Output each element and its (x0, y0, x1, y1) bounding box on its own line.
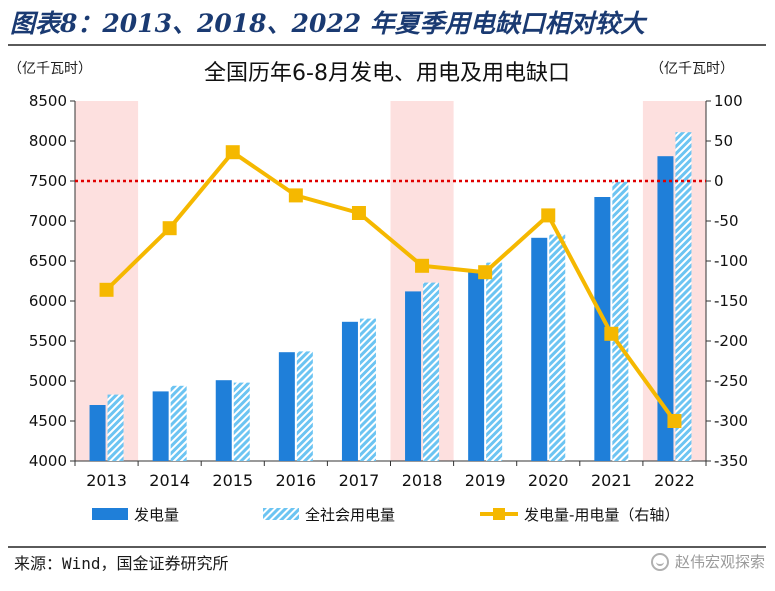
left-tick-label: 5000 (29, 372, 67, 390)
bar-consumption-2016 (296, 351, 313, 461)
x-tick-label: 2020 (528, 471, 569, 490)
right-tick-label: -300 (714, 412, 748, 430)
left-tick-label: 4500 (29, 412, 67, 430)
bar-generation-2016 (278, 352, 295, 461)
figure-title: 图表8：2013、2018、2022 年夏季用电缺口相对较大 (10, 9, 645, 38)
watermark-text: 赵伟宏观探索 (674, 553, 765, 571)
left-axis-unit: （亿千瓦时） (8, 61, 92, 77)
right-tick-label: -50 (714, 212, 739, 230)
right-tick-label: 100 (714, 92, 743, 110)
line-gap-point-2013 (99, 282, 114, 297)
bar-consumption-2018 (423, 282, 440, 461)
line-gap-point-2022 (667, 414, 682, 428)
bar-generation-2013 (89, 405, 106, 461)
x-tick-label: 2018 (402, 471, 443, 490)
line-gap-point-2019 (478, 265, 493, 280)
legend-swatch-gap-marker (493, 508, 505, 520)
bar-generation-2019 (468, 272, 485, 461)
legend-swatch-generation (92, 508, 128, 520)
bar-consumption-2019 (486, 262, 503, 461)
bar-generation-2017 (341, 321, 358, 461)
bar-consumption-2015 (233, 382, 250, 461)
legend-swatch-consumption (263, 508, 299, 520)
x-tick-label: 2015 (212, 471, 253, 490)
wechat-logo-icon (650, 552, 669, 571)
left-tick-label: 8000 (29, 132, 67, 150)
line-gap-point-2017 (351, 206, 366, 220)
bar-consumption-2021 (612, 181, 629, 462)
left-tick-label: 8500 (29, 92, 67, 110)
left-tick-label: 6000 (29, 292, 67, 310)
x-tick-label: 2022 (654, 471, 695, 490)
right-tick-label: -350 (714, 452, 748, 470)
x-tick-label: 2014 (149, 471, 190, 490)
x-tick-label: 2013 (86, 471, 127, 490)
line-gap-series (105, 150, 677, 423)
bar-consumption-2014 (170, 385, 187, 461)
legend-label-gap: 发电量-用电量（右轴） (524, 506, 679, 524)
right-axis-unit: （亿千瓦时） (650, 61, 734, 77)
bar-generation-2022 (657, 156, 674, 461)
bar-consumption-2017 (359, 318, 376, 461)
right-tick-label: -150 (714, 292, 748, 310)
highlight-band-2022 (642, 101, 706, 461)
bar-generation-2015 (215, 380, 232, 461)
x-tick-label: 2016 (275, 471, 316, 490)
line-gap-point-2018 (415, 258, 430, 273)
line-gap-point-2016 (288, 188, 303, 203)
x-tick-label: 2021 (591, 471, 632, 490)
bar-generation-2018 (405, 291, 422, 461)
legend-label-generation: 发电量 (134, 506, 179, 524)
title-divider (8, 44, 766, 46)
bar-consumption-2022 (675, 132, 692, 461)
right-tick-label: -100 (714, 252, 748, 270)
chart-title: 全国历年6-8月发电、用电及用电缺口 (204, 61, 570, 86)
line-gap-point-2020 (541, 208, 556, 223)
x-tick-label: 2019 (465, 471, 506, 490)
left-tick-label: 7000 (29, 212, 67, 230)
x-tick-label: 2017 (339, 471, 380, 490)
bar-consumption-2020 (549, 234, 566, 461)
left-tick-label: 7500 (29, 172, 67, 190)
source-divider (8, 546, 766, 548)
highlight-band-2013 (75, 101, 139, 461)
bar-generation-2021 (594, 197, 611, 461)
source-note: 来源：Wind，国金证券研究所 (14, 554, 229, 573)
left-tick-label: 5500 (29, 332, 67, 350)
left-tick-label: 6500 (29, 252, 67, 270)
line-gap-point-2021 (604, 326, 619, 341)
legend-label-consumption: 全社会用电量 (305, 506, 395, 524)
bar-generation-2020 (531, 237, 548, 461)
right-tick-label: -250 (714, 372, 748, 390)
bar-consumption-2013 (107, 394, 124, 461)
right-tick-label: -200 (714, 332, 748, 350)
line-gap-point-2014 (162, 221, 177, 236)
right-tick-label: 50 (714, 132, 733, 150)
line-gap-point-2015 (225, 145, 240, 160)
left-tick-label: 4000 (29, 452, 67, 470)
bar-generation-2014 (152, 391, 169, 461)
watermark: 赵伟宏观探索 (650, 551, 765, 572)
right-tick-label: 0 (714, 172, 724, 190)
highlight-band-2018 (390, 101, 454, 461)
